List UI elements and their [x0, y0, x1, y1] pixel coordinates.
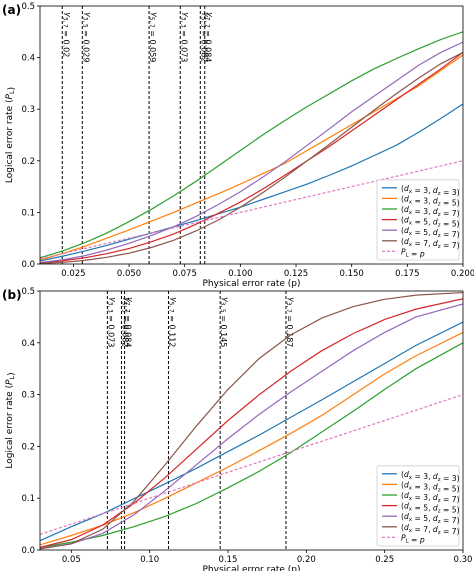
series-line — [40, 41, 463, 264]
legend: (dx = 3, dz = 3)(dx = 3, dz = 5)(dx = 3,… — [376, 465, 460, 547]
series-line — [40, 51, 463, 264]
threshold-label: γ3, 3 = 0.073 — [179, 12, 190, 62]
legend-entry: (dx = 7, dz = 7) — [401, 523, 460, 536]
series-line — [40, 51, 463, 264]
series-line — [40, 321, 463, 542]
y-axis-title: Logical error rate (PL) — [5, 372, 17, 468]
series-line — [40, 394, 463, 536]
legend-entry: (dx = 3, dz = 5) — [401, 194, 460, 207]
threshold-label: γ7, 7 = 0.084 — [204, 12, 215, 62]
legend-entry: (dx = 5, dz = 5) — [401, 216, 460, 229]
legend-box — [376, 179, 460, 261]
y-tick-label: 0.2 — [21, 442, 35, 452]
series-line — [40, 298, 463, 548]
threshold-label: γ3, 5 = 0.145 — [219, 297, 230, 347]
y-tick-label: 0.4 — [21, 54, 35, 64]
legend-entry: (dx = 7, dz = 7) — [401, 237, 460, 250]
series-line — [40, 303, 463, 550]
legend-entry: (dx = 3, dz = 7) — [401, 205, 460, 218]
y-tick-label: 0.1 — [21, 494, 35, 504]
x-tick-label: 0.25 — [375, 555, 394, 565]
threshold-label: γ7, 7 = 0.084 — [124, 297, 135, 347]
y-tick-label: 0.1 — [21, 208, 35, 218]
threshold-label: γ3, 7 = 0.02 — [61, 12, 72, 57]
plot-frame — [39, 5, 464, 265]
plot-frame — [39, 290, 464, 551]
series-line — [40, 103, 463, 262]
legend-entry: (dx = 3, dz = 3) — [401, 470, 460, 483]
y-tick-label: 0.0 — [21, 546, 35, 556]
legend-entry: (dx = 3, dz = 3) — [401, 184, 460, 197]
threshold-label: γ5, 5 = 0.082 — [120, 297, 131, 347]
legend-entry: (dx = 5, dz = 5) — [401, 502, 460, 515]
chart-panel-a: γ3, 7 = 0.02 γ3, 5 = 0.029 γ5, 7 = 0.059 γ3… — [2, 2, 474, 289]
threshold-label: γ5, 7 = 0.112 — [167, 297, 178, 347]
x-tick-label: 0.150 — [340, 269, 364, 279]
legend-entry: (dx = 5, dz = 7) — [401, 512, 460, 525]
x-tick-label: 0.025 — [61, 269, 85, 279]
panel-label: (a) — [2, 3, 21, 17]
series-line — [40, 291, 463, 550]
threshold-label: γ3, 3 = 0.073 — [106, 297, 117, 347]
x-tick-label: 0.075 — [173, 269, 197, 279]
x-axis-title: Physical error rate (p) — [203, 565, 301, 571]
y-tick-label: 0.5 — [21, 287, 35, 297]
y-tick-label: 0.4 — [21, 339, 35, 349]
x-tick-label: 0.125 — [284, 269, 308, 279]
series-line — [40, 331, 463, 546]
x-tick-label: 0.05 — [62, 555, 81, 565]
x-tick-label: 0.175 — [395, 269, 419, 279]
threshold-label: γ5, 5 = 0.082 — [199, 12, 210, 62]
threshold-label: γ3, 7 = 0.187 — [285, 297, 296, 347]
x-axis-title: Physical error rate (p) — [203, 279, 301, 289]
y-tick-label: 0.3 — [21, 105, 35, 115]
x-tick-label: 0.050 — [117, 269, 141, 279]
series-line — [40, 342, 463, 549]
x-tick-label: 0.20 — [297, 555, 316, 565]
y-axis-title: Logical error rate (PL) — [5, 87, 17, 183]
legend-entry: (dx = 3, dz = 7) — [401, 491, 460, 504]
legend-box — [376, 465, 460, 547]
legend: (dx = 3, dz = 3)(dx = 3, dz = 5)(dx = 3,… — [376, 179, 460, 261]
legend-entry: (dx = 5, dz = 7) — [401, 226, 460, 239]
legend-entry: PL = p — [401, 533, 425, 544]
threshold-label: γ5, 7 = 0.059 — [148, 12, 159, 62]
y-tick-label: 0.3 — [21, 391, 35, 401]
x-tick-label: 0.100 — [228, 269, 252, 279]
x-tick-label: 0.15 — [219, 555, 238, 565]
series-group — [40, 291, 463, 550]
panel-label: (b) — [2, 288, 22, 302]
y-tick-label: 0.0 — [21, 260, 35, 270]
series-line — [40, 160, 463, 260]
legend-entry: (dx = 3, dz = 5) — [401, 480, 460, 493]
threshold-label: γ3, 5 = 0.029 — [81, 12, 92, 62]
x-tick-label: 0.200 — [451, 269, 474, 279]
series-line — [40, 31, 463, 259]
x-tick-label: 0.10 — [140, 555, 159, 565]
legend-entry: PL = p — [401, 247, 425, 258]
x-tick-label: 0.30 — [454, 555, 473, 565]
y-tick-label: 0.2 — [21, 157, 35, 167]
series-line — [40, 54, 463, 261]
y-tick-label: 0.5 — [21, 2, 35, 12]
series-group — [40, 31, 463, 264]
